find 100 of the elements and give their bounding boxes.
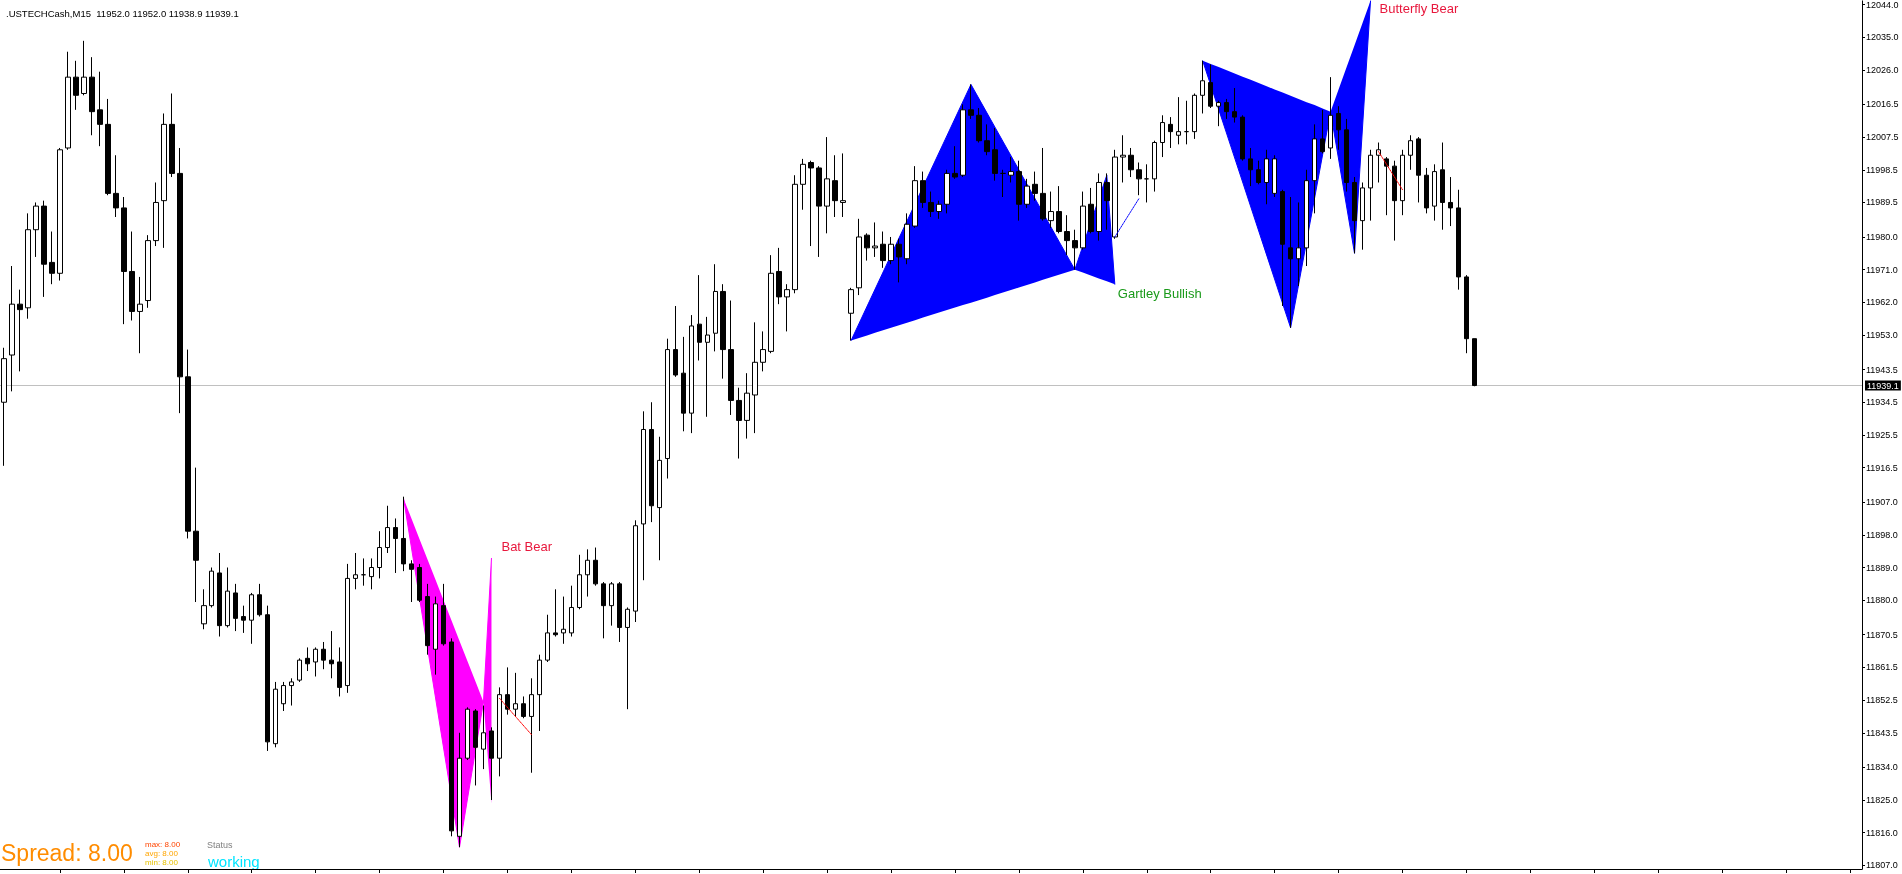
candlestick [1392,160,1397,242]
candlestick [137,276,143,354]
candlestick [449,637,454,837]
candlestick [744,372,750,440]
candlestick [1000,169,1006,198]
y-tick-label: 11870.5 [1866,629,1898,640]
candlestick [465,706,470,761]
candlestick [1120,134,1126,183]
candlestick [601,581,606,639]
y-tick-label: 11898.0 [1866,529,1898,540]
candlestick [577,554,582,610]
candlestick [321,641,326,670]
candlestick [792,174,798,294]
candlestick [1216,100,1221,127]
y-tick-label: 12016.5 [1866,99,1899,110]
candlestick [1144,163,1149,203]
candlestick [1360,181,1365,251]
candlestick [1272,154,1277,198]
series-label: Butterfly Bear [1379,1,1459,17]
candlestick [457,732,462,848]
y-tick-label: 11943.5 [1866,364,1898,375]
y-tick-label: 11980.0 [1866,231,1898,242]
candlestick [752,321,758,434]
annotation: avg: 8.00 [145,848,179,858]
candlestick [273,681,278,748]
y-tick-label: 12044.0 [1866,0,1899,10]
candlestick [1,347,7,467]
candlestick [1384,156,1389,216]
candlestick [1424,167,1429,214]
candlestick [289,677,294,707]
candlestick [65,51,71,151]
candlestick [537,654,542,732]
candlestick [713,263,718,352]
candlestick [968,83,974,120]
candlestick [1280,189,1285,307]
candlestick [665,338,670,480]
candlestick [896,238,902,283]
candlestick [944,169,950,214]
y-tick-label: 11998.5 [1866,164,1898,175]
candlestick [313,646,318,677]
candlestick [1104,172,1110,231]
candlestick [736,387,742,460]
candlestick [1440,142,1445,231]
y-tick-label: 11880.0 [1866,595,1898,606]
candlestick [529,677,534,774]
candlestick [105,98,111,196]
y-tick-label: 12007.5 [1866,132,1899,143]
y-tick-label: 11971.0 [1866,264,1898,275]
candlestick [1128,147,1134,178]
candlestick [353,552,358,590]
candlestick [361,557,366,587]
candlestick [1176,96,1181,145]
candlestick [1088,187,1094,234]
candlestick [609,581,614,627]
candlestick [1016,160,1022,222]
y-tick-label: 11989.5 [1866,197,1898,208]
y-tick-label: 11934.5 [1866,397,1898,408]
candlestick [1432,163,1437,222]
candlestick [73,60,79,111]
y-tick-label: 11807.0 [1866,860,1898,871]
y-tick-label: 11889.0 [1866,562,1898,573]
candlestick [1400,149,1405,216]
candlestick [1032,171,1038,202]
candlestick [1232,87,1237,124]
candlestick [33,201,39,258]
candlestick [864,232,870,262]
y-tick-label: 11834.0 [1866,762,1898,773]
y-tick-label: 11907.0 [1866,497,1898,508]
candlestick [936,200,942,220]
candlestick [1304,169,1309,267]
candlestick [337,646,342,697]
candlestick [1024,178,1030,209]
candlestick [1264,149,1269,205]
candlestick [249,592,254,645]
candlestick [89,56,95,136]
candlestick [281,681,286,712]
candlestick [1312,123,1317,214]
candlestick [113,154,119,218]
y-tick-label: 12035.0 [1866,32,1899,43]
candlestick [169,92,175,178]
candlestick [840,152,846,218]
candlestick [1448,176,1453,227]
candlestick [1208,63,1213,109]
annotation: working [207,852,260,870]
text: .USTECHCash,M15 11952.0 11952.0 11938.9 11939.1 [6,7,239,19]
candlestick [1248,147,1253,187]
candlestick [920,171,926,209]
candlestick [1288,196,1293,329]
candlestick [1200,60,1205,114]
candlestick [193,467,199,603]
candlestick [513,672,518,717]
y-tick-label: 11916.5 [1866,462,1898,473]
candlestick [401,496,406,572]
candlestick [872,221,878,258]
candlestick [417,563,422,603]
candlestick [425,583,430,656]
candlestick [912,165,918,229]
candlestick [329,630,334,679]
candlestick [904,212,910,265]
y-tick-label: 11843.5 [1866,727,1898,738]
